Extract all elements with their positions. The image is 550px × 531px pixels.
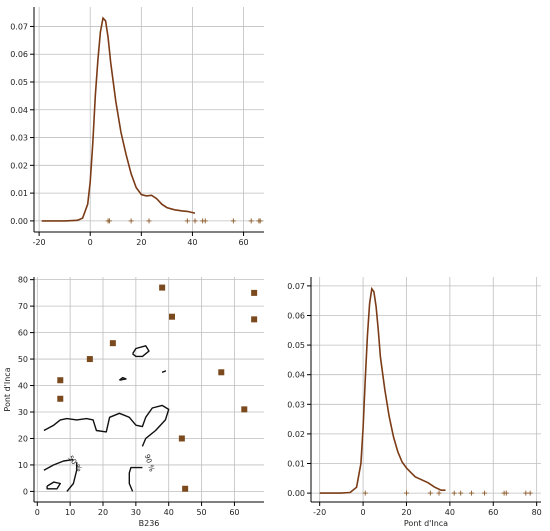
x-tick-label: -20 bbox=[33, 238, 46, 247]
x-tick-label: 20 bbox=[136, 238, 146, 247]
y-tick-label: 0.01 bbox=[10, 189, 28, 198]
y-tick-label: 70 bbox=[18, 302, 28, 311]
x-tick-label: 60 bbox=[238, 238, 248, 247]
y-tick-label: 0.01 bbox=[287, 460, 305, 469]
contour-line bbox=[118, 376, 127, 381]
contour-line bbox=[66, 462, 78, 492]
x-tick-label: 40 bbox=[187, 238, 197, 247]
chart-panel-1: -20 0 20 40 60 0.00 0.01 0.02 0.03 0.04 0.05 0.06 0.… bbox=[10, 7, 264, 247]
x-tick-label: 0 bbox=[88, 238, 93, 247]
scatter-point bbox=[218, 369, 225, 376]
y-tick-label: 0.05 bbox=[287, 341, 305, 350]
x-tick-label: 60 bbox=[229, 508, 239, 517]
y-tick-label: 0.00 bbox=[287, 489, 305, 498]
y-tick-label: 0.04 bbox=[287, 371, 305, 380]
y-tick-label: 0.04 bbox=[10, 106, 28, 115]
scatter-point bbox=[182, 485, 189, 492]
y-tick-label: 30 bbox=[18, 408, 28, 417]
y-tick-label: 80 bbox=[18, 276, 28, 285]
y-tick-label: 0 bbox=[23, 487, 28, 496]
y-tick-label: 40 bbox=[18, 382, 28, 391]
x-tick-label: 60 bbox=[488, 508, 498, 517]
y-tick-label: 50 bbox=[18, 355, 28, 364]
contour-line bbox=[161, 370, 167, 373]
y-tick-label: 0.03 bbox=[287, 400, 305, 409]
x-tick-label: 0 bbox=[361, 508, 366, 517]
x-tick-label: 40 bbox=[164, 508, 174, 517]
x-tick-label: 20 bbox=[401, 508, 411, 517]
scatter-point bbox=[57, 395, 64, 402]
kde-curve bbox=[41, 16, 196, 222]
contour-label: 90 % bbox=[143, 453, 156, 473]
y-tick-label: 0.00 bbox=[10, 217, 28, 226]
y-tick-label: 0.02 bbox=[287, 430, 305, 439]
scatter-point bbox=[251, 289, 258, 296]
contour-line bbox=[132, 345, 150, 358]
scatter-point bbox=[86, 356, 93, 363]
scatter-point bbox=[169, 313, 175, 320]
y-axis-label: Pont d'Inca bbox=[3, 367, 12, 411]
y-tick-label: 10 bbox=[18, 461, 28, 470]
scatter-point bbox=[57, 377, 64, 384]
y-tick-label: 20 bbox=[18, 434, 28, 443]
x-tick-label: 10 bbox=[65, 508, 75, 517]
x-tick-label: 0 bbox=[35, 508, 40, 517]
x-tick-label: 30 bbox=[131, 508, 141, 517]
contour-label: 50 % bbox=[66, 454, 83, 473]
y-tick-label: 0.06 bbox=[287, 311, 305, 320]
scatter-point bbox=[159, 284, 166, 291]
x-tick-label: 50 bbox=[196, 508, 206, 517]
y-tick-label: 0.07 bbox=[287, 282, 305, 291]
contour-line bbox=[43, 458, 74, 471]
y-tick-label: 0.05 bbox=[10, 78, 28, 87]
scatter-point bbox=[241, 406, 248, 413]
x-axis-label: Pont d'Inca bbox=[404, 519, 448, 528]
kde-curve bbox=[319, 286, 446, 494]
scatter-point bbox=[251, 316, 258, 323]
scatter-point bbox=[178, 435, 185, 442]
x-tick-label: 40 bbox=[445, 508, 455, 517]
contour-line bbox=[46, 481, 61, 490]
chart-panel-3: -20 0 20 40 60 80 0.00 0.01 0.02 0.03 0.04 0.05 0.06… bbox=[287, 277, 542, 528]
y-tick-label: 0.07 bbox=[10, 22, 28, 31]
contour-line bbox=[128, 466, 143, 492]
x-axis-label: B236 bbox=[139, 519, 160, 528]
y-tick-label: 0.03 bbox=[10, 134, 28, 143]
scatter-point bbox=[109, 340, 116, 347]
chart-panel-2: 0 10 20 30 40 50 60 0 10 20 30 40 50 60 70 80 B236 Pont d… bbox=[3, 276, 264, 528]
y-tick-label: 60 bbox=[18, 329, 28, 338]
x-tick-label: -20 bbox=[313, 508, 326, 517]
x-tick-label: 80 bbox=[532, 508, 542, 517]
x-tick-label: 20 bbox=[98, 508, 108, 517]
contour-line bbox=[43, 404, 170, 447]
y-tick-label: 0.06 bbox=[10, 50, 28, 59]
y-tick-label: 0.02 bbox=[10, 161, 28, 170]
